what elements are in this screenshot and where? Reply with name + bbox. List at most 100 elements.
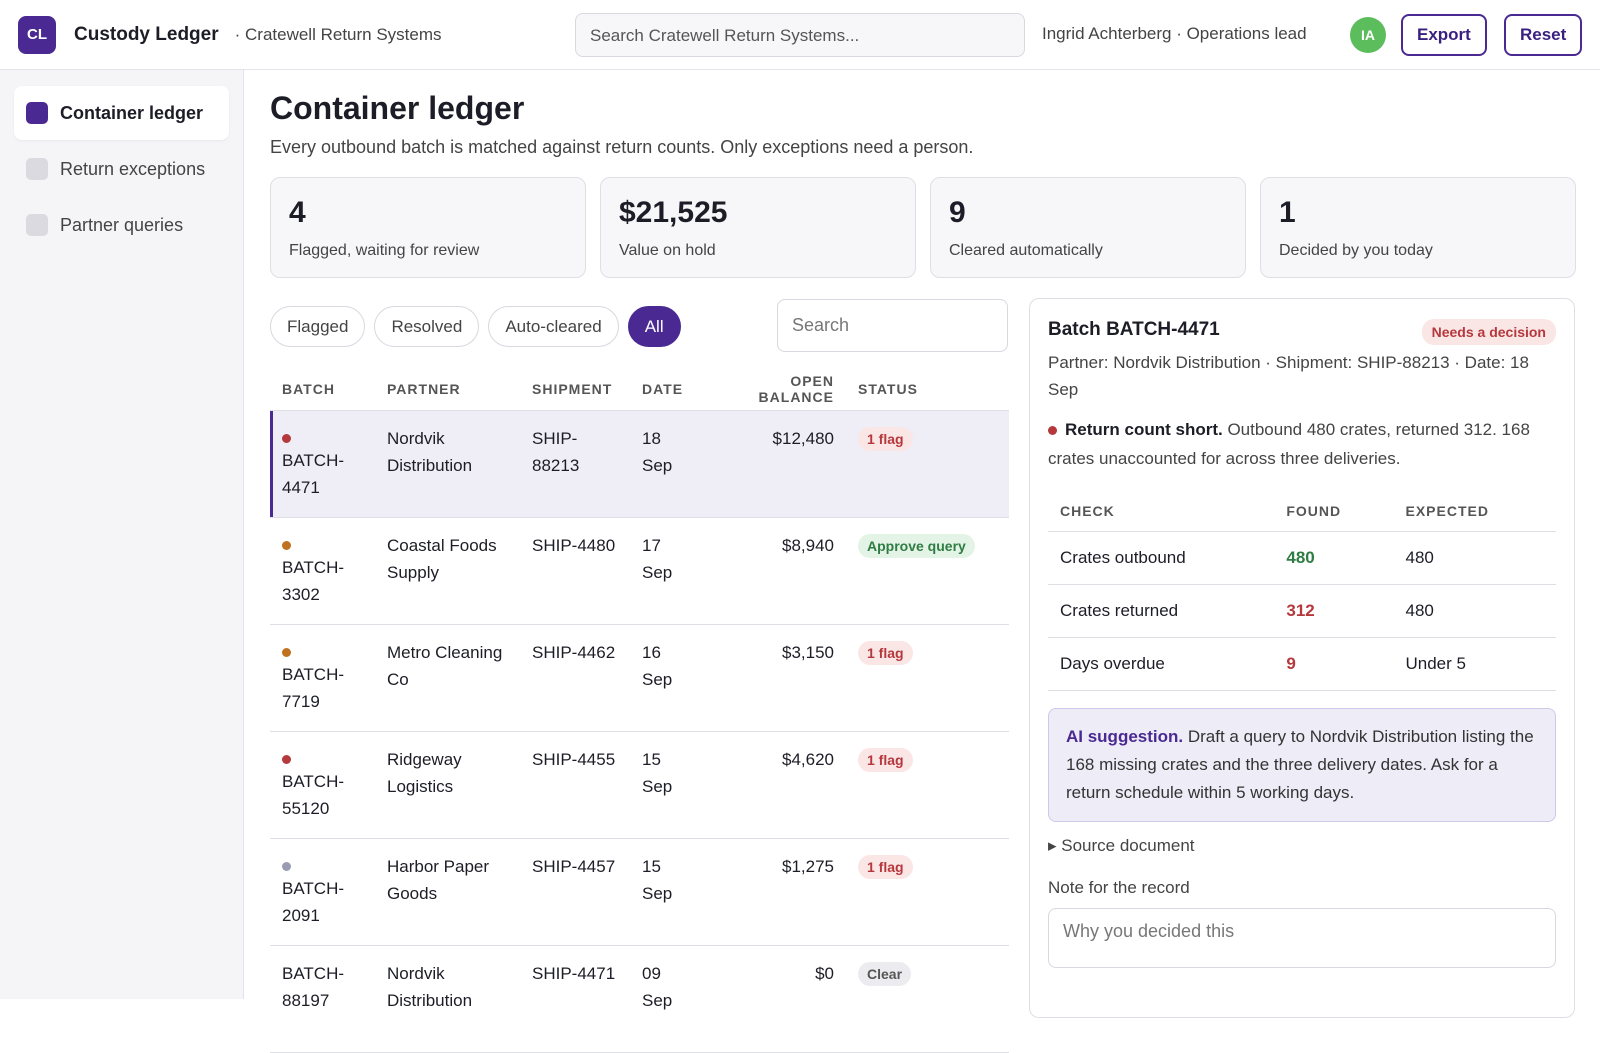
table-cell: Coastal Foods Supply xyxy=(375,517,520,625)
logo: CL xyxy=(18,15,56,54)
user-name: Ingrid Achterberg · Operations lead xyxy=(1042,24,1307,43)
table-cell: Harbor Paper Goods xyxy=(375,838,520,946)
check-cell: 312 xyxy=(1274,584,1394,638)
table-cell: 1 flag xyxy=(846,731,1009,839)
cell-text: 15 Sep xyxy=(642,856,673,903)
check-row: Crates outbound 480 480 xyxy=(1048,531,1556,585)
filter-chip[interactable]: Resolved xyxy=(374,306,480,347)
check-cell: Crates outbound xyxy=(1048,531,1275,585)
table-cell: BATCH-55120 xyxy=(270,731,375,839)
alert-text: Outbound 480 crates, returned 312. 168 c… xyxy=(1048,420,1530,468)
note-label: Note for the record xyxy=(1048,877,1190,897)
app: CL Custody Ledger · Cratewell Return Sys… xyxy=(0,13,1600,1053)
table-cell: $12,480 xyxy=(700,410,846,518)
check-cell: 9 xyxy=(1274,637,1394,691)
batch-table: BATCH PARTNER SHIPMENT DATE OPEN BALANCE STAT… xyxy=(270,368,1009,1053)
cell-text: 17 Sep xyxy=(642,535,673,582)
export-button[interactable]: Export xyxy=(1401,14,1487,56)
stat-label: Decided by you today xyxy=(1279,242,1433,259)
table-cell: Approve query xyxy=(846,517,1009,625)
table-row[interactable]: BATCH-7719 Metro Cleaning Co SHIP-4462 16 S… xyxy=(270,624,1009,732)
table-cell: SHIP-4457 xyxy=(520,838,630,946)
page: Custody Ledger {"header":{"logo":"CL","t… xyxy=(0,13,1600,1053)
filter-chip[interactable]: All xyxy=(627,306,681,347)
note-input[interactable]: Why you decided this xyxy=(1048,907,1556,968)
nav-item[interactable]: Container ledger xyxy=(14,86,229,140)
global-search[interactable]: Search Cratewell Return Systems... xyxy=(575,13,1025,57)
check-column: FOUND xyxy=(1274,491,1394,532)
table-row[interactable]: BATCH-4471 Nordvik Distribution SHIP-88213… xyxy=(270,410,1009,518)
nav-label: Return exceptions xyxy=(60,159,206,179)
stat-card: 9 Cleared automatically xyxy=(930,177,1246,278)
status-pill: Approve query xyxy=(858,533,975,558)
status-dot xyxy=(282,433,291,443)
table-row[interactable]: BATCH-55120 Ridgeway Logistics SHIP-4455 15… xyxy=(270,731,1009,839)
alert-dot xyxy=(1048,426,1057,435)
stat-card: 1 Decided by you today xyxy=(1260,177,1576,278)
status-pill: Clear xyxy=(858,961,912,986)
check-cell: Days overdue xyxy=(1048,637,1275,691)
check-cell: 480 xyxy=(1274,531,1394,585)
status-dot xyxy=(282,540,291,550)
table-cell: SHIP-4480 xyxy=(520,517,630,625)
check-row: Crates returned 312 480 xyxy=(1048,584,1556,638)
main: Container ledger Every outbound batch is… xyxy=(270,70,1576,1053)
cell-text: 18 Sep xyxy=(642,428,673,475)
status-pill: 1 flag xyxy=(858,854,913,879)
sidebar: Container ledger Return exceptions Partner… xyxy=(0,70,244,999)
table-cell: BATCH-3302 xyxy=(270,517,375,625)
cell-text: Metro Cleaning Co xyxy=(387,642,503,689)
table-cell: Nordvik Distribution xyxy=(375,410,520,518)
column-header: STATUS xyxy=(846,368,1009,411)
cell-text: SHIP-4471 xyxy=(532,963,616,983)
status-dot xyxy=(282,754,291,764)
table-cell: SHIP-4462 xyxy=(520,624,630,732)
table-row[interactable]: BATCH-3302 Coastal Foods Supply SHIP-4480 1… xyxy=(270,517,1009,625)
cell-text: SHIP-4457 xyxy=(532,856,616,876)
cell-text: Ridgeway Logistics xyxy=(387,749,462,796)
alert: Return count short. Outbound 480 crates,… xyxy=(1048,415,1556,473)
check-column: CHECK xyxy=(1048,491,1275,532)
avatar[interactable]: IA xyxy=(1350,17,1386,53)
stat-value: $21,525 xyxy=(619,196,728,229)
table-header: BATCH PARTNER SHIPMENT DATE OPEN BALANCE STAT… xyxy=(270,368,1009,411)
filter-chips: Flagged Resolved Auto-cleared All xyxy=(270,306,681,347)
page-title: Container ledger xyxy=(270,90,525,126)
cell-text: SHIP-4480 xyxy=(532,535,616,555)
cell-text: Nordvik Distribution xyxy=(387,963,473,1010)
table-row[interactable]: BATCH-2091 Harbor Paper Goods SHIP-4457 15 … xyxy=(270,838,1009,946)
check-row: Days overdue 9 Under 5 xyxy=(1048,637,1556,691)
status-pill: 1 flag xyxy=(858,640,913,665)
detail-badge: Needs a decision xyxy=(1421,319,1556,345)
cell-text: Harbor Paper Goods xyxy=(387,856,490,903)
table-cell: 1 flag xyxy=(846,410,1009,518)
cell-text: BATCH-55120 xyxy=(282,771,345,818)
check-column: EXPECTED xyxy=(1393,491,1556,532)
table-cell: $1,275 xyxy=(700,838,846,946)
cell-text: Nordvik Distribution xyxy=(387,428,473,475)
cell-text: Coastal Foods Supply xyxy=(387,535,497,582)
filter-chip[interactable]: Flagged xyxy=(270,306,366,347)
cell-text: BATCH-7719 xyxy=(282,664,345,711)
stat-label: Flagged, waiting for review xyxy=(289,242,480,259)
cell-text: $8,940 xyxy=(782,535,834,555)
ai-text: Draft a query to Nordvik Distribution li… xyxy=(1066,726,1534,802)
nav-item[interactable]: Return exceptions xyxy=(14,142,229,196)
filter-chip[interactable]: Auto-cleared xyxy=(488,306,619,347)
nav-item[interactable]: Partner queries xyxy=(14,198,229,252)
check-header: CHECK FOUND EXPECTED xyxy=(1048,491,1556,532)
table-cell: 16 Sep xyxy=(630,624,700,732)
status-dot xyxy=(282,647,291,657)
status-pill: 1 flag xyxy=(858,426,913,451)
cell-text: BATCH-3302 xyxy=(282,557,345,604)
table-search[interactable]: Search xyxy=(777,299,1008,352)
cell-text: 16 Sep xyxy=(642,642,673,689)
table-cell: Metro Cleaning Co xyxy=(375,624,520,732)
table-cell: 15 Sep xyxy=(630,838,700,946)
nav-icon xyxy=(26,102,48,124)
page-subtitle: Every outbound batch is matched against … xyxy=(270,137,974,157)
column-header: SHIPMENT xyxy=(520,368,630,411)
reset-button[interactable]: Reset xyxy=(1504,14,1583,56)
source-toggle[interactable]: ▸ Source document xyxy=(1048,835,1195,855)
org-name: · Cratewell Return Systems xyxy=(234,24,442,44)
